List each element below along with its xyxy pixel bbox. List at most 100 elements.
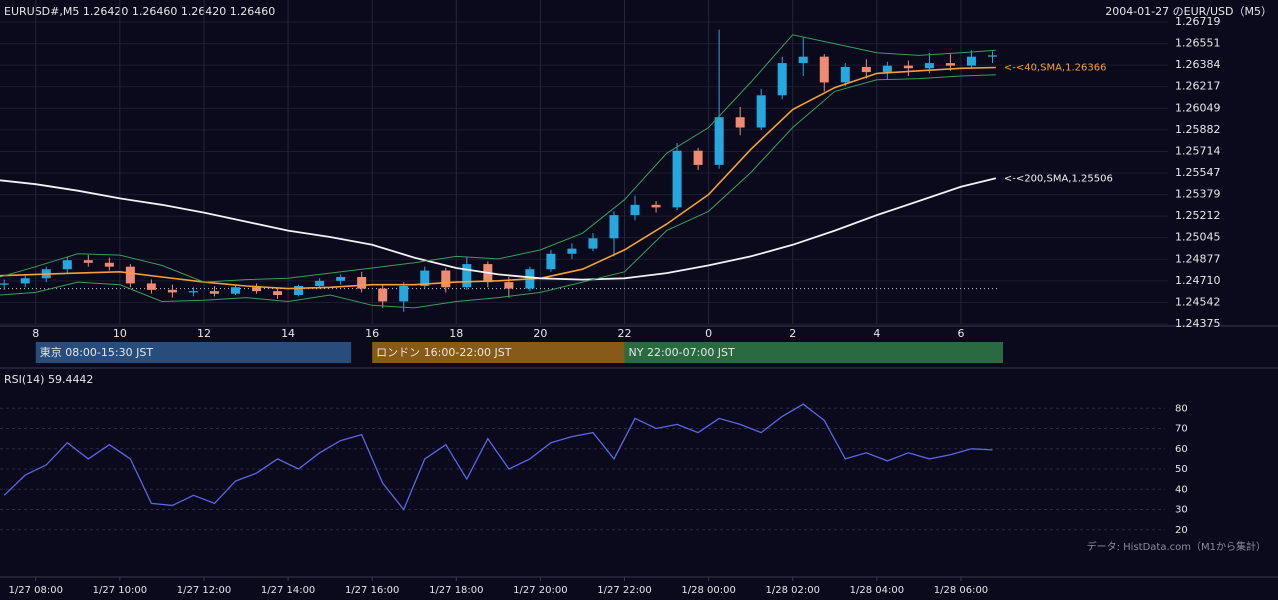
- y-tick-label: 1.26551: [1175, 37, 1221, 50]
- y-tick-label: 20: [1175, 525, 1188, 536]
- x-tick-label: 1/27 22:00: [597, 585, 651, 596]
- indicator-line: [0, 34, 996, 283]
- x-tick-label: 1/27 16:00: [345, 585, 399, 596]
- y-tick-label: 1.25045: [1175, 231, 1221, 244]
- candle-body: [462, 264, 472, 288]
- candle-body: [273, 291, 283, 296]
- indicator-line: [0, 66, 996, 290]
- y-tick-label: 1.26049: [1175, 101, 1221, 114]
- candle-body: [83, 260, 93, 263]
- candle-body: [987, 55, 997, 57]
- candle-body: [819, 56, 829, 83]
- indicator-label: <-<200,SMA,1.25506: [1004, 173, 1113, 184]
- candle-body: [672, 150, 682, 208]
- rsi-title: RSI(14) 59.4442: [4, 373, 93, 386]
- session-label: NY 22:00-07:00 JST: [629, 346, 736, 359]
- y-tick-label: 1.24877: [1175, 252, 1221, 265]
- session-bar: [372, 342, 625, 363]
- candle-body: [357, 276, 367, 289]
- candle-body: [62, 260, 72, 270]
- candle-body: [756, 95, 766, 128]
- y-tick-label: 1.25547: [1175, 166, 1221, 179]
- x-tick-label: 16: [365, 327, 379, 340]
- session-bar: [35, 342, 352, 363]
- y-tick-label: 50: [1175, 464, 1188, 475]
- chart-subtitle: 2004-01-27 のEUR/USD（M5）: [1105, 5, 1272, 18]
- x-tick-label: 14: [281, 327, 295, 340]
- candle-body: [966, 56, 976, 66]
- candle-body: [567, 248, 577, 254]
- x-tick-label: 1/27 12:00: [177, 585, 231, 596]
- x-tick-label: 1/27 14:00: [261, 585, 315, 596]
- candle-body: [609, 215, 619, 239]
- y-tick-label: 60: [1175, 444, 1188, 455]
- candle-body: [651, 204, 661, 208]
- x-tick-label: 1/28 02:00: [766, 585, 820, 596]
- candle-body: [714, 117, 724, 165]
- y-tick-label: 1.26384: [1175, 58, 1221, 71]
- candle-body: [693, 150, 703, 165]
- x-tick-label: 4: [873, 327, 880, 340]
- candle-body: [441, 270, 451, 288]
- x-tick-label: 10: [113, 327, 127, 340]
- candle-body: [146, 283, 156, 290]
- y-tick-label: 70: [1175, 424, 1188, 435]
- source-note: データ: HistData.com（M1から集計）: [1087, 540, 1266, 553]
- candle-body: [125, 266, 135, 284]
- session-label: ロンドン 16:00-22:00 JST: [376, 346, 512, 359]
- y-tick-label: 1.26217: [1175, 80, 1221, 93]
- candle-body: [399, 285, 409, 302]
- y-tick-label: 1.24375: [1175, 317, 1221, 330]
- candle-body: [546, 253, 556, 270]
- candle-body: [188, 291, 198, 293]
- x-tick-label: 1/27 10:00: [93, 585, 147, 596]
- candle-body: [20, 278, 30, 284]
- y-tick-label: 1.25882: [1175, 123, 1221, 136]
- candle-body: [924, 63, 934, 69]
- candle-body: [0, 283, 9, 285]
- y-tick-label: 40: [1175, 484, 1188, 495]
- candle-body: [294, 285, 304, 296]
- x-tick-label: 0: [705, 327, 712, 340]
- candle-body: [104, 262, 114, 267]
- candle-body: [315, 280, 325, 286]
- candle-body: [588, 238, 598, 249]
- candle-body: [630, 204, 640, 216]
- indicator-line: [0, 74, 996, 309]
- candle-body: [252, 287, 262, 292]
- x-tick-label: 22: [618, 327, 632, 340]
- candle-body: [735, 117, 745, 128]
- x-tick-label: 1/28 06:00: [934, 585, 988, 596]
- candle-body: [861, 66, 871, 73]
- y-tick-label: 1.26719: [1175, 15, 1221, 28]
- indicator-line: [0, 177, 997, 281]
- candle-body: [903, 65, 913, 69]
- candle-body: [231, 287, 241, 294]
- x-tick-label: 1/28 00:00: [681, 585, 735, 596]
- y-tick-label: 1.24710: [1175, 274, 1221, 287]
- candle-body: [777, 63, 787, 96]
- x-tick-label: 1/28 04:00: [850, 585, 904, 596]
- candle-body: [167, 289, 177, 293]
- session-bar: [624, 342, 1003, 363]
- candle-body: [336, 276, 346, 281]
- x-tick-label: 12: [197, 327, 211, 340]
- x-tick-label: 6: [957, 327, 964, 340]
- candle-body: [378, 288, 388, 302]
- candle-body: [209, 291, 219, 294]
- rsi-line: [3, 403, 993, 511]
- x-tick-label: 1/27 08:00: [9, 585, 63, 596]
- x-tick-label: 2: [789, 327, 796, 340]
- x-tick-label: 1/27 18:00: [429, 585, 483, 596]
- candle-body: [420, 270, 430, 286]
- x-tick-label: 8: [32, 327, 39, 340]
- session-label: 東京 08:00-15:30 JST: [40, 345, 154, 359]
- candle-body: [798, 56, 808, 64]
- candle-body: [882, 65, 892, 73]
- y-tick-label: 1.25379: [1175, 188, 1221, 201]
- x-tick-label: 1/27 20:00: [513, 585, 567, 596]
- candle-body: [504, 282, 514, 289]
- chart-title: EURUSD#,M5 1.26420 1.26460 1.26420 1.264…: [4, 5, 275, 18]
- candle-body: [840, 66, 850, 83]
